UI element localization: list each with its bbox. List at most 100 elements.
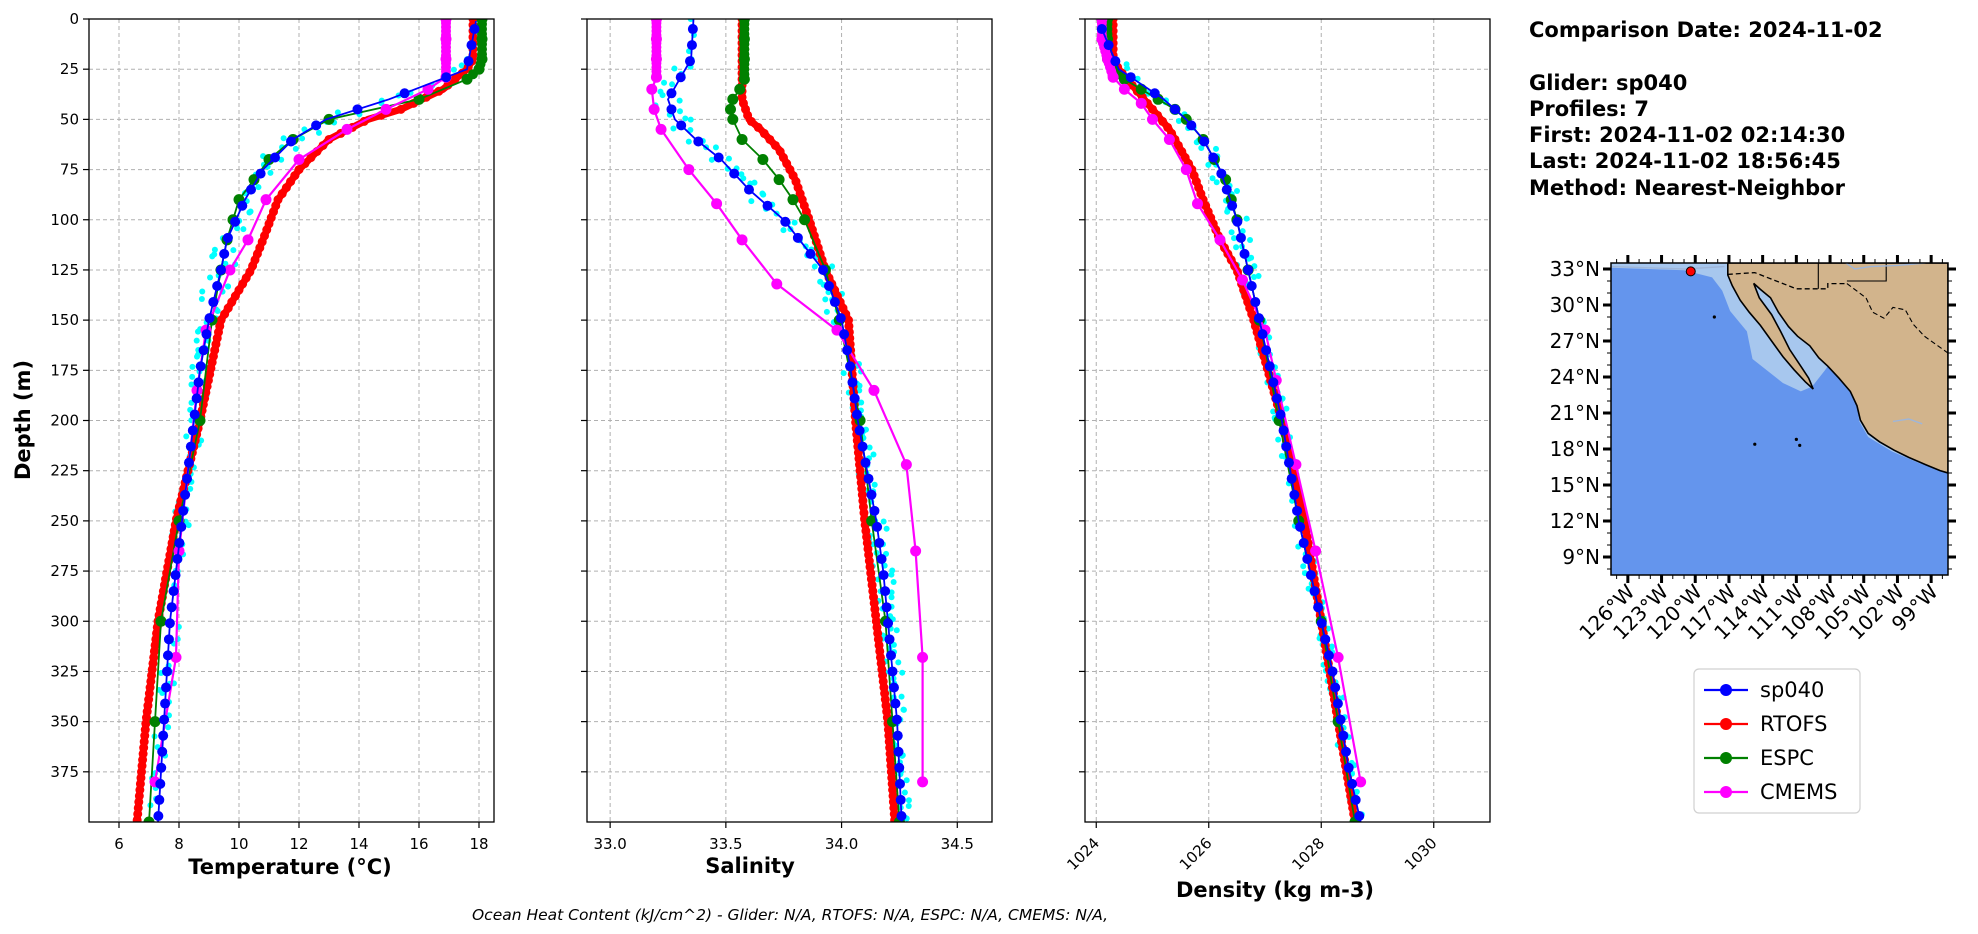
sp040-point (1289, 489, 1300, 500)
map-lat-label: 24°N (1550, 365, 1600, 389)
sp040-point (1343, 762, 1354, 773)
cmems-point (900, 459, 912, 471)
sp040-point (1199, 136, 1210, 147)
cmems-point (1163, 133, 1175, 145)
depth-tick-label: 300 (50, 612, 79, 630)
sp040-point (172, 554, 183, 565)
cmems-point (1332, 651, 1344, 663)
sp040-point (158, 730, 169, 741)
depth-tick-label: 250 (50, 512, 79, 530)
salinity-axis-label: Salinity (705, 854, 795, 878)
sp040-point (1354, 810, 1365, 821)
glider-scatter-point (188, 381, 195, 388)
map-lat-label: 27°N (1550, 329, 1600, 353)
sp040-point (1235, 232, 1246, 243)
sp040-point (1281, 441, 1292, 452)
glider-scatter-point (712, 144, 719, 151)
depth-tick-label: 25 (60, 60, 79, 78)
glider-scatter-point (1283, 405, 1290, 412)
glider-scatter-point (671, 65, 678, 72)
ohc-footer: Ocean Heat Content (kJ/cm^2) - Glider: N… (472, 906, 1108, 924)
sp040-point (744, 184, 754, 195)
depth-tick-label: 225 (50, 462, 79, 480)
depth-tick-label: 200 (50, 412, 79, 430)
sp040-point (1261, 345, 1272, 356)
glider-scatter-point (267, 169, 274, 176)
glider-scatter-point (211, 251, 218, 258)
sp040-point (894, 778, 905, 789)
espc-point (736, 133, 748, 145)
x-tick-label: 14 (349, 835, 368, 853)
sp040-point (162, 650, 173, 661)
sp040-point (1335, 714, 1346, 725)
glider-scatter-point (1213, 179, 1220, 186)
sp040-point (1341, 746, 1351, 757)
glider-scatter-point (1300, 563, 1307, 570)
glider-scatter-point (725, 155, 732, 162)
sp040-point (1253, 313, 1264, 324)
map-lat-label: 21°N (1550, 401, 1600, 425)
cmems-point (224, 264, 236, 276)
espc-point (149, 716, 161, 728)
island (1794, 437, 1798, 441)
cmems-point (242, 234, 254, 246)
espc-point (757, 154, 769, 166)
depth-tick-label: 325 (50, 662, 79, 680)
sp040-point (174, 537, 185, 548)
cmems-point (1180, 164, 1192, 176)
glider-scatter-point (185, 522, 192, 529)
sp040-point (869, 505, 880, 516)
country-border (1846, 283, 1948, 354)
sp040-point (890, 698, 901, 709)
sp040-point (157, 746, 168, 757)
sp040-point (182, 473, 193, 484)
legend-swatch-marker (1720, 718, 1732, 730)
depth-tick-label: 100 (50, 211, 79, 229)
sp040-point (441, 72, 452, 83)
sp040-point (466, 40, 477, 51)
sp040-point (1271, 393, 1282, 404)
cmems-point (736, 234, 748, 246)
sp040-point (860, 457, 871, 468)
sp040-point (1268, 377, 1279, 388)
sp040-point (1275, 409, 1286, 420)
legend-label: CMEMS (1760, 780, 1838, 804)
sp040-point (666, 88, 677, 99)
espc-point (724, 103, 736, 115)
sp040-point (849, 393, 860, 404)
glider-location-marker (1685, 266, 1696, 277)
x-tick-label: 1030 (1401, 834, 1441, 874)
sp040-point (883, 618, 894, 629)
glider-scatter-point (1278, 453, 1285, 460)
glider-scatter-point (1255, 272, 1262, 279)
glider-scatter-point (670, 125, 677, 132)
sp040-point (185, 441, 196, 452)
x-tick-label: 6 (114, 835, 124, 853)
sp040-point (762, 200, 773, 211)
sp040-point (1292, 505, 1303, 516)
sp040-point (161, 682, 172, 693)
x-tick-label: 33.5 (709, 835, 742, 853)
sp040-point (255, 168, 266, 179)
glider-scatter-point (657, 88, 664, 95)
sp040-point (1208, 152, 1219, 163)
sp040-point (780, 216, 791, 227)
x-tick-label: 8 (174, 835, 184, 853)
glider-scatter-point (687, 116, 694, 123)
glider-scatter-point (450, 66, 457, 73)
depth-tick-label: 375 (50, 763, 79, 781)
island (1798, 443, 1802, 447)
glider-scatter-point (225, 283, 232, 290)
glider-scatter-point (687, 19, 694, 22)
espc-point (738, 73, 750, 85)
sp040-point (1298, 537, 1309, 548)
first-time: First: 2024-11-02 02:14:30 (1529, 123, 1845, 147)
temperature-axis-label: Temperature (°C) (188, 855, 391, 879)
rtofs-point (306, 153, 316, 163)
espc-point (413, 93, 425, 105)
glider-scatter-point (211, 246, 218, 253)
cmems-point (1310, 545, 1322, 557)
glider-scatter-point (895, 659, 902, 666)
sp040-point (463, 56, 474, 67)
sp040-point (1332, 698, 1343, 709)
